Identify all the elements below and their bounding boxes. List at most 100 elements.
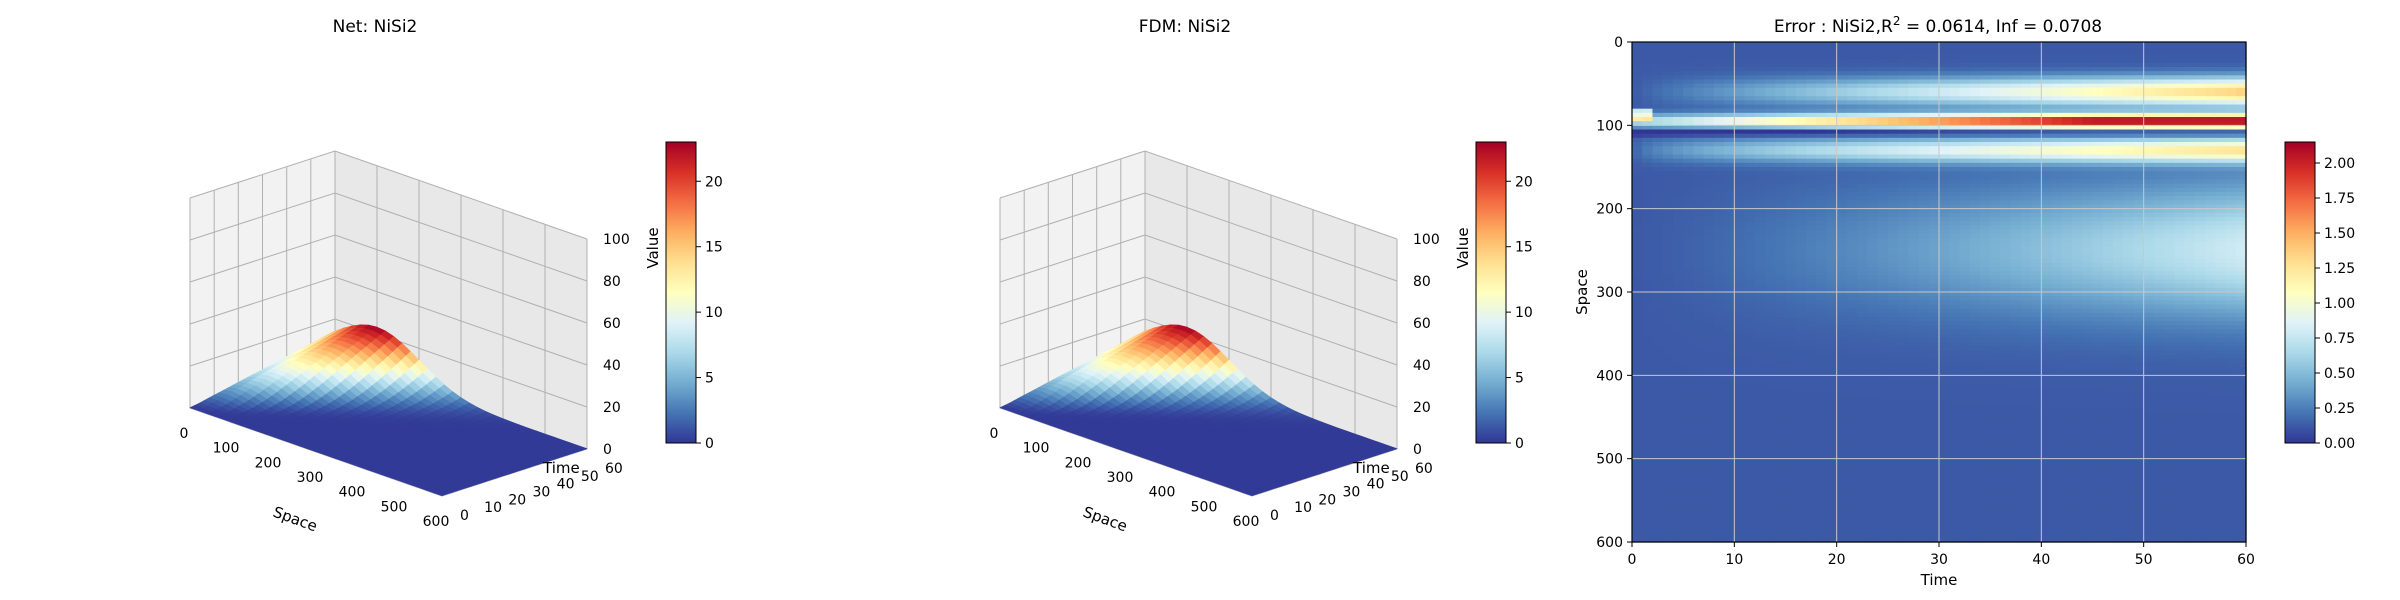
- heatmap-cell: [1857, 258, 1868, 264]
- heatmap-cell: [1672, 446, 1684, 451]
- heatmap-cell: [1836, 425, 1848, 431]
- heatmap-cell: [1744, 246, 1756, 251]
- heatmap-cell: [1652, 237, 1664, 243]
- heatmap-cell: [1724, 425, 1735, 431]
- heatmap-cell: [1826, 221, 1838, 226]
- heatmap-cell: [1775, 171, 1787, 176]
- heatmap-cell: [1672, 50, 1684, 56]
- heatmap-cell: [1652, 117, 1664, 122]
- heatmap-cell: [1775, 133, 1787, 139]
- heatmap-cell: [1877, 308, 1889, 314]
- heatmap-cell: [1775, 346, 1787, 351]
- heatmap-cell: [1703, 267, 1715, 272]
- heatmap-cell: [1887, 392, 1899, 397]
- heatmap-cell: [1703, 433, 1715, 439]
- heatmap-cell: [1877, 137, 1889, 143]
- heatmap-cell: [1662, 87, 1674, 93]
- heatmap-cell: [1713, 483, 1725, 489]
- heatmap-cell: [1846, 246, 1858, 251]
- heatmap-cell: [1642, 425, 1654, 431]
- heatmap-cell: [1765, 417, 1776, 422]
- heatmap-cell: [1785, 225, 1797, 231]
- heatmap-cell: [1724, 362, 1735, 368]
- heatmap-cell: [1734, 108, 1746, 114]
- heatmap-cell: [1683, 429, 1694, 435]
- heatmap-cell: [1652, 467, 1664, 472]
- heatmap-cell: [1693, 62, 1705, 68]
- heatmap-cell: [1683, 183, 1694, 189]
- heatmap-cell: [1744, 79, 1756, 85]
- heatmap-cell: [1642, 162, 1654, 168]
- heatmap-cell: [1805, 142, 1817, 147]
- heatmap-cell: [1672, 104, 1684, 110]
- heatmap-cell: [1867, 433, 1879, 439]
- heatmap-cell: [1713, 517, 1725, 522]
- heatmap-cell: [1775, 400, 1787, 406]
- heatmap-cell: [1632, 267, 1643, 272]
- heatmap-cell: [1867, 54, 1879, 60]
- heatmap-cell: [1683, 242, 1694, 247]
- heatmap-cell: [1632, 529, 1643, 535]
- heatmap-cell: [1724, 192, 1735, 197]
- heatmap-cell: [1754, 412, 1766, 418]
- heatmap-cell: [1805, 383, 1817, 389]
- heatmap-cell: [1652, 350, 1664, 356]
- heatmap-cell: [1642, 250, 1654, 256]
- heatmap-cell: [1816, 400, 1828, 406]
- heatmap-cell: [1683, 229, 1694, 235]
- value-tick-label: 80: [1413, 274, 1431, 290]
- heatmap-cell: [1693, 333, 1705, 339]
- heatmap-cell: [1775, 496, 1787, 501]
- heatmap-cell: [1632, 429, 1643, 435]
- heatmap-cell: [1857, 92, 1868, 97]
- heatmap-cell: [1734, 471, 1746, 476]
- heatmap-cell: [1877, 317, 1889, 322]
- heatmap-cell: [1662, 387, 1674, 393]
- heatmap-cell: [1652, 79, 1664, 85]
- heatmap-cell: [1703, 154, 1715, 160]
- heatmap-cell: [1672, 412, 1684, 418]
- heatmap-cell: [1857, 146, 1868, 151]
- heatmap-cell: [1765, 225, 1776, 231]
- heatmap-cell: [1754, 417, 1766, 422]
- heatmap-cell: [1836, 517, 1848, 522]
- heatmap-cell: [1632, 246, 1643, 251]
- heatmap-cell: [1642, 500, 1654, 506]
- heatmap-cell: [1775, 458, 1787, 464]
- heatmap-cell: [1877, 521, 1889, 526]
- heatmap-cell: [1652, 83, 1664, 89]
- heatmap-cell: [1816, 379, 1828, 385]
- heatmap-cell: [1724, 358, 1735, 364]
- heatmap-cell: [1693, 404, 1705, 410]
- heatmap-cell: [1846, 196, 1858, 201]
- heatmap-cell: [1877, 217, 1889, 222]
- heatmap-cell: [1795, 429, 1807, 435]
- heatmap-cell: [1816, 129, 1828, 135]
- heatmap-cell: [1724, 50, 1735, 56]
- heatmap-cell: [1652, 492, 1664, 497]
- heatmap-cell: [1795, 487, 1807, 493]
- heatmap-cell: [1734, 417, 1746, 422]
- heatmap-cell: [1805, 146, 1817, 151]
- heatmap-cell: [1775, 183, 1787, 189]
- heatmap-cell: [1672, 112, 1684, 118]
- heatmap-cell: [1632, 62, 1643, 68]
- heatmap-cell: [1826, 75, 1838, 81]
- heatmap-cell: [1683, 521, 1694, 526]
- net-colorbar-tick-label: 5: [705, 371, 714, 387]
- heatmap-cell: [1642, 196, 1654, 201]
- heatmap-cell: [1652, 283, 1664, 289]
- heatmap-cell: [1632, 479, 1643, 485]
- heatmap-cell: [1867, 50, 1879, 56]
- time-tick-label: 10: [1294, 500, 1312, 516]
- heatmap-cell: [1662, 408, 1674, 414]
- heatmap-cell: [1867, 258, 1879, 264]
- heatmap-cell: [1703, 292, 1715, 297]
- heatmap-cell: [1744, 129, 1756, 135]
- heatmap-cell: [1816, 529, 1828, 535]
- heatmap-cell: [1857, 71, 1868, 76]
- heatmap-cell: [1713, 217, 1725, 222]
- heatmap-cell: [1805, 212, 1817, 218]
- heatmap-cell: [1785, 433, 1797, 439]
- net-xaxis-label: Space: [271, 503, 320, 536]
